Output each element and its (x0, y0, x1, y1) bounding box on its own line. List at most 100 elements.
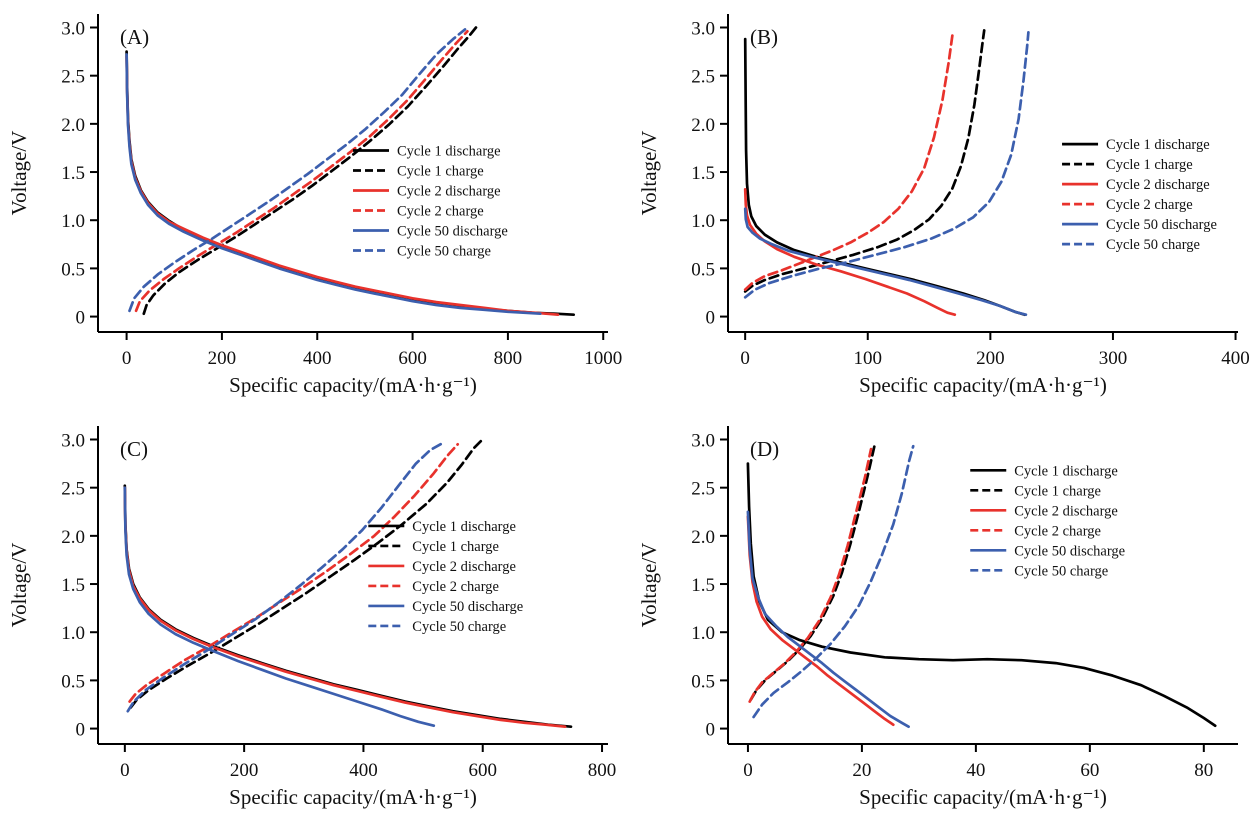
y-tick-label: 2.0 (691, 527, 715, 548)
x-tick-label: 1000 (584, 348, 622, 369)
panel-label: (B) (750, 25, 778, 49)
y-tick-label: 1.0 (61, 623, 85, 644)
legend-item: Cycle 2 discharge (368, 559, 516, 575)
legend-item: Cycle 1 discharge (353, 144, 501, 160)
y-tick-label: 0.5 (691, 259, 715, 280)
legend-label: Cycle 1 discharge (1106, 137, 1210, 153)
y-axis-title: Voltage/V (637, 131, 661, 216)
x-tick-label: 200 (230, 760, 259, 781)
legend-item: Cycle 2 charge (368, 579, 499, 595)
y-tick-label: 0 (76, 720, 86, 741)
legend-label: Cycle 50 discharge (397, 224, 508, 240)
series-line-cycle-50-charge (126, 441, 444, 713)
legend-item: Cycle 50 charge (1062, 237, 1200, 253)
x-tick-label: 20 (852, 760, 871, 781)
x-tick-label: 600 (398, 348, 427, 369)
series-line-cycle-1-charge (743, 29, 986, 293)
y-tick-label: 0.5 (61, 671, 85, 692)
legend-item: Cycle 50 charge (353, 244, 491, 260)
legend-label: Cycle 2 discharge (1106, 177, 1210, 193)
panel-label: (C) (120, 437, 148, 461)
y-tick-label: 2.5 (691, 479, 715, 500)
series-line-cycle-50-discharge (743, 207, 1028, 317)
legend-label: Cycle 2 discharge (1014, 503, 1118, 519)
legend-item: Cycle 1 discharge (368, 519, 516, 535)
legend-label: Cycle 2 charge (412, 579, 499, 595)
legend-label: Cycle 2 charge (1014, 523, 1101, 539)
legend-item: Cycle 50 discharge (1062, 217, 1217, 233)
panel-b: 0 100 200 300 400 0 0.5 1.0 1.5 2.0 2.5 3.0 Specific… (630, 0, 1260, 412)
panel-d: 0 20 40 60 80 0 0.5 1.0 1.5 2.0 2.5 3.0 Specific cap… (630, 412, 1260, 824)
legend-label: Cycle 50 charge (397, 244, 491, 260)
x-tick-label: 300 (1099, 348, 1128, 369)
y-tick-label: 3.0 (61, 18, 85, 39)
series-line-cycle-2-charge (134, 29, 469, 313)
series-line-cycle-50-charge (128, 28, 467, 313)
series-line-cycle-50-discharge (123, 486, 436, 728)
series-line-cycle-50-discharge (125, 53, 542, 316)
legend-item: Cycle 1 charge (970, 483, 1101, 499)
chart-canvas-c: 0 200 400 600 800 0 0.5 1.0 1.5 2.0 2.5 3.0 Specific… (7, 426, 616, 809)
panel-label: (A) (120, 25, 149, 49)
y-tick-label: 1.0 (61, 211, 85, 232)
legend-label: Cycle 50 discharge (1106, 217, 1217, 233)
series-line-cycle-2-charge (128, 442, 460, 703)
x-tick-label: 400 (1221, 348, 1250, 369)
panel-label: (D) (750, 437, 779, 461)
x-tick-label: 60 (1080, 760, 1099, 781)
legend-item: Cycle 50 discharge (970, 543, 1125, 559)
legend-item: Cycle 50 discharge (368, 599, 523, 615)
x-axis-title: Specific capacity/(mA·h·g⁻¹) (859, 785, 1107, 809)
legend-item: Cycle 1 charge (368, 539, 499, 555)
x-tick-label: 0 (743, 760, 753, 781)
legend-label: Cycle 1 charge (1014, 483, 1101, 499)
legend-label: Cycle 2 discharge (412, 559, 516, 575)
x-tick-label: 400 (349, 760, 378, 781)
legend-item: Cycle 2 discharge (353, 184, 501, 200)
legend-label: Cycle 2 charge (1106, 197, 1193, 213)
legend-item: Cycle 1 discharge (1062, 137, 1210, 153)
legend-label: Cycle 50 discharge (412, 599, 523, 615)
series-line-cycle-50-charge (752, 444, 915, 719)
series-line-cycle-1-charge (142, 26, 478, 316)
legend-item: Cycle 1 discharge (970, 463, 1118, 479)
legend-item: Cycle 2 charge (353, 204, 484, 220)
x-tick-label: 200 (208, 348, 237, 369)
x-tick-label: 40 (966, 760, 985, 781)
chart-canvas-a: 0 200 400 600 800 1000 0 0.5 1.0 1.5 2.0 2.5 3.0 Spec… (7, 14, 622, 397)
legend-item: Cycle 1 charge (353, 164, 484, 180)
legend-label: Cycle 1 discharge (397, 144, 501, 160)
series-line-cycle-50-charge (743, 30, 1030, 299)
x-axis-title: Specific capacity/(mA·h·g⁻¹) (229, 785, 477, 809)
legend-label: Cycle 1 charge (1106, 157, 1193, 173)
x-tick-label: 0 (740, 348, 750, 369)
y-tick-label: 0.5 (61, 259, 85, 280)
y-tick-label: 2.0 (691, 115, 715, 136)
y-tick-label: 3.0 (691, 18, 715, 39)
series-line-cycle-2-discharge (743, 188, 957, 317)
legend-label: Cycle 1 discharge (1014, 463, 1118, 479)
legend-label: Cycle 1 charge (397, 164, 484, 180)
series-line-cycle-1-charge (129, 439, 483, 709)
chart-canvas-d: 0 20 40 60 80 0 0.5 1.0 1.5 2.0 2.5 3.0 Specific cap… (637, 426, 1238, 809)
y-tick-label: 0 (706, 720, 716, 741)
y-tick-label: 0.5 (691, 671, 715, 692)
chart-canvas-b: 0 100 200 300 400 0 0.5 1.0 1.5 2.0 2.5 3.0 Specific… (637, 14, 1250, 397)
series-line-cycle-2-charge (743, 33, 954, 291)
series-line-cycle-2-discharge (746, 515, 895, 727)
y-tick-label: 2.5 (691, 67, 715, 88)
x-axis-title: Specific capacity/(mA·h·g⁻¹) (859, 373, 1107, 397)
y-tick-label: 1.5 (61, 163, 85, 184)
y-tick-label: 3.0 (691, 430, 715, 451)
y-tick-label: 0 (76, 308, 86, 329)
legend-label: Cycle 50 charge (412, 619, 506, 635)
y-tick-label: 3.0 (61, 430, 85, 451)
legend-item: Cycle 2 charge (1062, 197, 1193, 213)
y-tick-label: 1.0 (691, 211, 715, 232)
y-tick-label: 2.0 (61, 527, 85, 548)
y-tick-label: 2.0 (61, 115, 85, 136)
x-tick-label: 80 (1194, 760, 1213, 781)
x-tick-label: 400 (303, 348, 332, 369)
legend-item: Cycle 2 discharge (1062, 177, 1210, 193)
